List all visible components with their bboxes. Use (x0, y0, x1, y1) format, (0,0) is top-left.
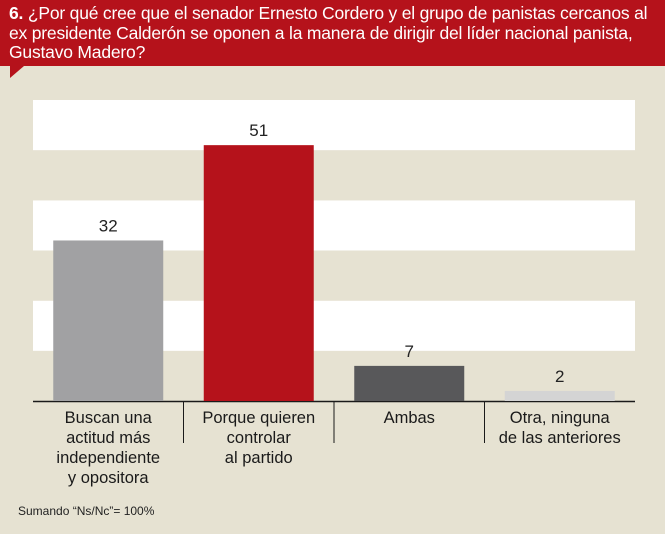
category-label: actitud más (66, 429, 150, 447)
footnote: Sumando “Ns/Nc”= 100% (18, 504, 155, 518)
data-label: 51 (249, 121, 268, 140)
grid-band (33, 100, 635, 151)
data-label: 32 (99, 216, 118, 235)
header-pointer (10, 66, 24, 78)
category-label: al partido (225, 449, 293, 467)
bar (354, 365, 465, 401)
category-label: Otra, ninguna (510, 409, 611, 427)
category-label: y opositora (68, 469, 150, 487)
bar (203, 145, 314, 401)
data-label: 2 (555, 367, 564, 386)
question-text: ¿Por qué cree que el senador Ernesto Cor… (9, 3, 648, 62)
question-header: 6. ¿Por qué cree que el senador Ernesto … (0, 0, 665, 66)
category-label: Porque quieren (202, 409, 315, 427)
category-label: controlar (227, 429, 292, 447)
category-label: Ambas (384, 409, 435, 427)
category-label: independiente (56, 449, 160, 467)
bar (53, 240, 164, 401)
grid-band (33, 150, 635, 201)
category-label: de las anteriores (499, 429, 621, 447)
category-label: Buscan una (65, 409, 153, 427)
question-title: 6. ¿Por qué cree que el senador Ernesto … (9, 3, 659, 63)
question-number: 6. (9, 3, 24, 23)
data-label: 7 (405, 342, 414, 361)
bar (504, 390, 615, 401)
